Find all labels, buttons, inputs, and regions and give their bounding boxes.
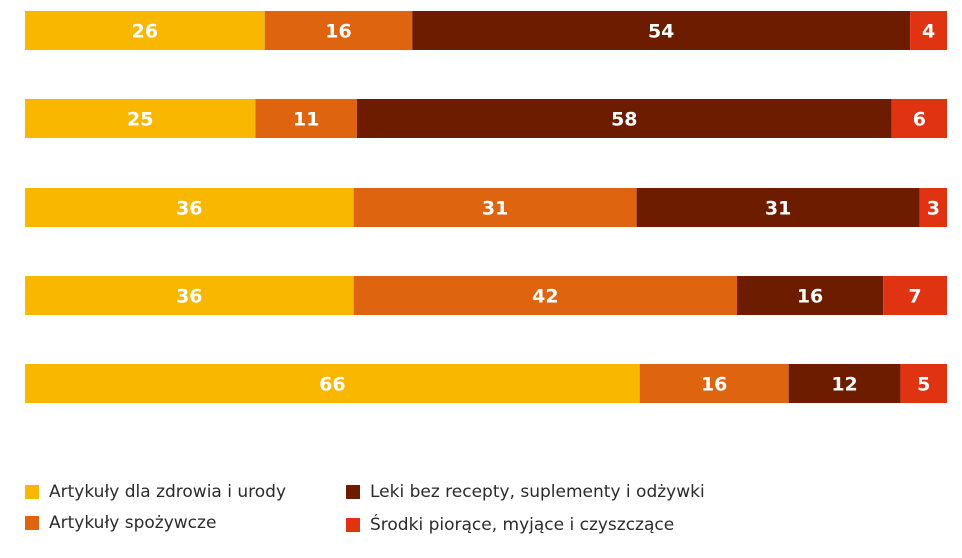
bar-value-label: 54 (648, 21, 674, 43)
bar-value-label: 4 (922, 21, 935, 43)
bar-value-label: 11 (293, 109, 319, 131)
bar-segment (900, 364, 947, 403)
bar-segment (353, 276, 738, 315)
bar-value-label: 16 (797, 286, 823, 308)
bar-value-label: 58 (611, 109, 637, 131)
bar-segment (255, 99, 357, 138)
bar-segment (910, 11, 947, 50)
bar-segment (353, 188, 637, 227)
bar-value-label: 16 (701, 374, 727, 396)
bar-value-label: 6 (913, 109, 926, 131)
bar-value-label: 26 (132, 21, 158, 43)
bar-segment (25, 364, 640, 403)
bar-value-label: 25 (127, 109, 153, 131)
bar-value-label: 31 (765, 198, 791, 220)
bar-segment (25, 99, 256, 138)
bar-segment (883, 276, 947, 315)
bar-value-label: 66 (319, 374, 345, 396)
bar-value-label: 31 (482, 198, 508, 220)
bar-value-label: 3 (927, 198, 940, 220)
bar-segment (919, 188, 947, 227)
bar-segment (25, 11, 265, 50)
bar-segment (639, 364, 789, 403)
bar-segment (356, 99, 892, 138)
bar-value-label: 16 (325, 21, 351, 43)
bar-value-label: 42 (532, 286, 558, 308)
bar-segment (25, 276, 354, 315)
bar-value-label: 36 (176, 198, 202, 220)
bar-segment (788, 364, 901, 403)
bar-value-label: 5 (917, 374, 930, 396)
bar-segment (412, 11, 911, 50)
bar-value-label: 36 (176, 286, 202, 308)
bar-value-label: 12 (831, 374, 857, 396)
bar-segment (25, 188, 354, 227)
bar-segment (891, 99, 947, 138)
bar-segment (264, 11, 413, 50)
bar-segment (636, 188, 920, 227)
bar-value-label: 7 (908, 286, 921, 308)
bar-segment (737, 276, 884, 315)
